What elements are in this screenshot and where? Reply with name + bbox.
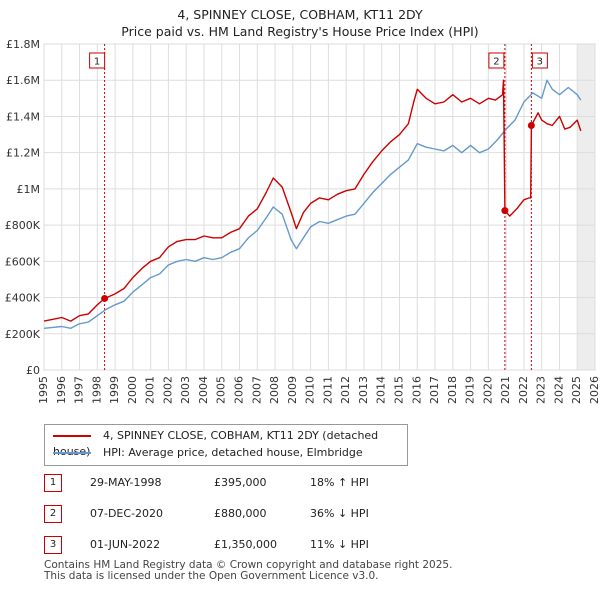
plot-area [43, 43, 596, 371]
sale-point [527, 122, 535, 129]
transaction-date: 01-JUN-2022 [90, 538, 161, 551]
x-tick-label: 2008 [268, 376, 281, 404]
sale-point [501, 207, 509, 215]
x-tick-label: 2025 [570, 376, 583, 404]
legend: 4, SPINNEY CLOSE, COBHAM, KT11 2DY (deta… [44, 424, 408, 466]
hpi-line [43, 79, 582, 329]
x-tick-label: 2006 [233, 376, 246, 404]
x-tick-label: 2017 [428, 376, 441, 404]
x-tick-label: 2000 [126, 376, 139, 404]
footer-attribution: Contains HM Land Registry data © Crown c… [44, 560, 452, 582]
price-chart: £0 £200K £400K £600K £800K £1M £1.2M £1.4M £1.6M… [5, 38, 600, 404]
transaction-price: £1,350,000 [214, 538, 277, 551]
y-tick-label: £800K [5, 219, 41, 232]
x-tick-label: 2009 [286, 376, 299, 404]
chart-title-line1: 4, SPINNEY CLOSE, COBHAM, KT11 2DY [177, 7, 423, 22]
x-tick-label: 2013 [357, 376, 370, 404]
annotation-badge [89, 52, 106, 69]
x-tick-label: 2012 [339, 376, 352, 404]
y-tick-label: £1.6M [6, 74, 40, 87]
table-row: 3 01-JUN-2022 £1,350,000 11% ↓ HPI [44, 536, 404, 554]
legend-hpi-label: HPI: Average price, detached house, Elmb… [103, 446, 363, 459]
x-tick-label: 2023 [535, 376, 548, 404]
table-row: 2 07-DEC-2020 £880,000 36% ↓ HPI [44, 505, 404, 523]
legend-price-label: 4, SPINNEY CLOSE, COBHAM, KT11 2DY (deta… [53, 429, 379, 458]
transaction-hpi: 36% ↓ HPI [310, 507, 369, 520]
footer-line1: Contains HM Land Registry data © Crown c… [44, 559, 453, 571]
y-tick-label: £600K [5, 255, 41, 268]
transaction-badge: 2 [44, 505, 62, 523]
footer-line2: This data is licensed under the Open Gov… [44, 570, 379, 582]
annotation-label: 2 [493, 57, 499, 68]
chart-title: 4, SPINNEY CLOSE, COBHAM, KT11 2DY Price… [0, 6, 600, 40]
transaction-price: £395,000 [214, 476, 267, 489]
x-tick-label: 2020 [481, 376, 494, 404]
transaction-date: 29-MAY-1998 [90, 476, 162, 489]
annotation-label: 3 [537, 57, 543, 68]
legend-price-swatch [53, 435, 91, 437]
x-tick-label: 1999 [108, 376, 121, 404]
transaction-date: 07-DEC-2020 [90, 507, 164, 520]
transaction-price: £880,000 [214, 507, 267, 520]
y-tick-label: £1.4M [6, 110, 40, 123]
legend-item-hpi: HPI: Average price, detached house, Elmb… [53, 445, 363, 461]
x-tick-label: 2011 [321, 376, 334, 404]
x-tick-label: 2024 [552, 376, 565, 404]
x-tick-label: 2019 [464, 376, 477, 404]
x-tick-label: 2002 [161, 376, 174, 404]
legend-item-price: 4, SPINNEY CLOSE, COBHAM, KT11 2DY (deta… [53, 428, 407, 458]
x-tick-label: 2015 [392, 376, 405, 404]
x-tick-label: 1998 [90, 376, 103, 404]
x-tick-label: 2026 [588, 376, 600, 404]
annotation-badge [531, 52, 548, 69]
forecast-shade [577, 44, 595, 370]
x-tick-label: 2014 [375, 376, 388, 404]
x-tick-label: 2003 [179, 376, 192, 404]
transaction-hpi: 11% ↓ HPI [310, 538, 369, 551]
price-paid-line [43, 79, 582, 322]
annotation-badge [488, 52, 505, 69]
x-tick-label: 2001 [144, 376, 157, 404]
y-tick-label: £200K [5, 328, 41, 341]
y-tick-label: £0 [26, 364, 40, 377]
x-tick-label: 2016 [410, 376, 423, 404]
x-tick-label: 1997 [73, 376, 86, 404]
x-tick-label: 2005 [215, 376, 228, 404]
y-tick-label: £1M [17, 183, 41, 196]
x-tick-label: 2010 [304, 376, 317, 404]
x-tick-label: 1995 [37, 376, 50, 404]
transaction-hpi: 18% ↑ HPI [310, 476, 369, 489]
x-tick-label: 2004 [197, 376, 210, 404]
x-tick-label: 2021 [499, 376, 512, 404]
x-tick-label: 2007 [250, 376, 263, 404]
transaction-badge: 3 [44, 536, 62, 554]
table-row: 1 29-MAY-1998 £395,000 18% ↑ HPI [44, 474, 404, 492]
x-tick-label: 1996 [55, 376, 68, 404]
y-tick-label: £1.8M [6, 38, 40, 51]
sale-point [101, 294, 109, 302]
transaction-badge: 1 [44, 474, 62, 492]
chart-title-line2: Price paid vs. HM Land Registry's House … [121, 24, 479, 39]
y-tick-label: £400K [5, 292, 41, 305]
legend-hpi-swatch [53, 452, 91, 454]
x-tick-label: 2022 [517, 376, 530, 404]
annotation-label: 1 [94, 57, 100, 68]
x-tick-label: 2018 [446, 376, 459, 404]
y-tick-label: £1.2M [6, 147, 40, 160]
